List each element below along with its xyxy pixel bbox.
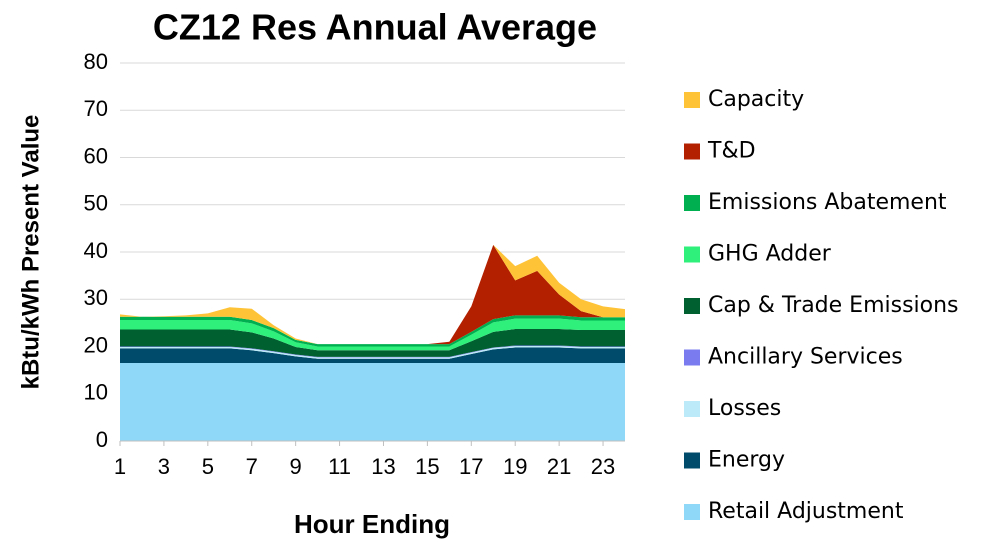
legend-label: Emissions Abatement: [708, 190, 947, 215]
area: [120, 318, 625, 351]
x-tick-label: 11: [328, 454, 351, 479]
legend-label: Energy: [708, 448, 785, 473]
y-tick-label: 30: [84, 285, 108, 310]
x-tick-label: 5: [202, 454, 214, 479]
area: [120, 346, 625, 359]
area: [120, 345, 625, 358]
legend-swatch: [684, 349, 700, 366]
legend-label: Cap & Trade Emissions: [708, 293, 959, 318]
chart-title: CZ12 Res Annual Average: [153, 7, 597, 48]
legend-swatch: [684, 298, 700, 314]
x-axis-title: Hour Ending: [294, 509, 450, 539]
y-axis-title: kBtu/kWh Present Value: [17, 115, 44, 390]
area: [120, 363, 625, 441]
legend-label: GHG Adder: [708, 242, 832, 267]
area: [120, 244, 625, 345]
legend-swatch: [684, 246, 700, 263]
legend: Retail Adjustment Energy Losses Ancillary S…: [684, 87, 959, 524]
y-tick-label: 70: [84, 96, 108, 121]
areas: [120, 244, 625, 441]
y-tick-label: 20: [84, 332, 108, 357]
legend-label: Capacity: [708, 87, 804, 112]
legend-label: Losses: [708, 396, 781, 421]
area: [120, 347, 625, 364]
x-tick-label: 7: [246, 454, 258, 479]
x-tick-label: 15: [415, 454, 439, 479]
x-tick-label: 13: [371, 454, 395, 479]
legend-swatch: [684, 452, 700, 469]
legend-label: Retail Adjustment: [708, 499, 904, 524]
x-tick-label: 9: [290, 454, 302, 479]
legend-swatch: [684, 92, 700, 108]
legend-swatch: [684, 504, 700, 520]
x-tick-label: 3: [158, 454, 170, 479]
area: [120, 329, 625, 357]
y-tick-label: 10: [84, 380, 108, 405]
legend-label: Ancillary Services: [708, 345, 903, 370]
x-tick-label: 21: [547, 454, 571, 479]
legend-swatch: [684, 195, 700, 211]
y-tick-label: 0: [96, 427, 108, 452]
legend-swatch: [684, 143, 700, 160]
y-tick-label: 40: [84, 238, 108, 263]
y-tick-label: 50: [84, 191, 108, 216]
x-tick-label: 23: [591, 454, 615, 479]
legend-label: T&D: [707, 139, 756, 164]
y-tick-label: 60: [84, 143, 108, 168]
legend-swatch: [684, 401, 700, 417]
y-tick-label: 80: [84, 49, 108, 74]
x-tick-label: 19: [503, 454, 527, 479]
x-tick-label: 17: [459, 454, 483, 479]
area: [120, 315, 625, 347]
x-tick-label: 1: [114, 454, 126, 479]
